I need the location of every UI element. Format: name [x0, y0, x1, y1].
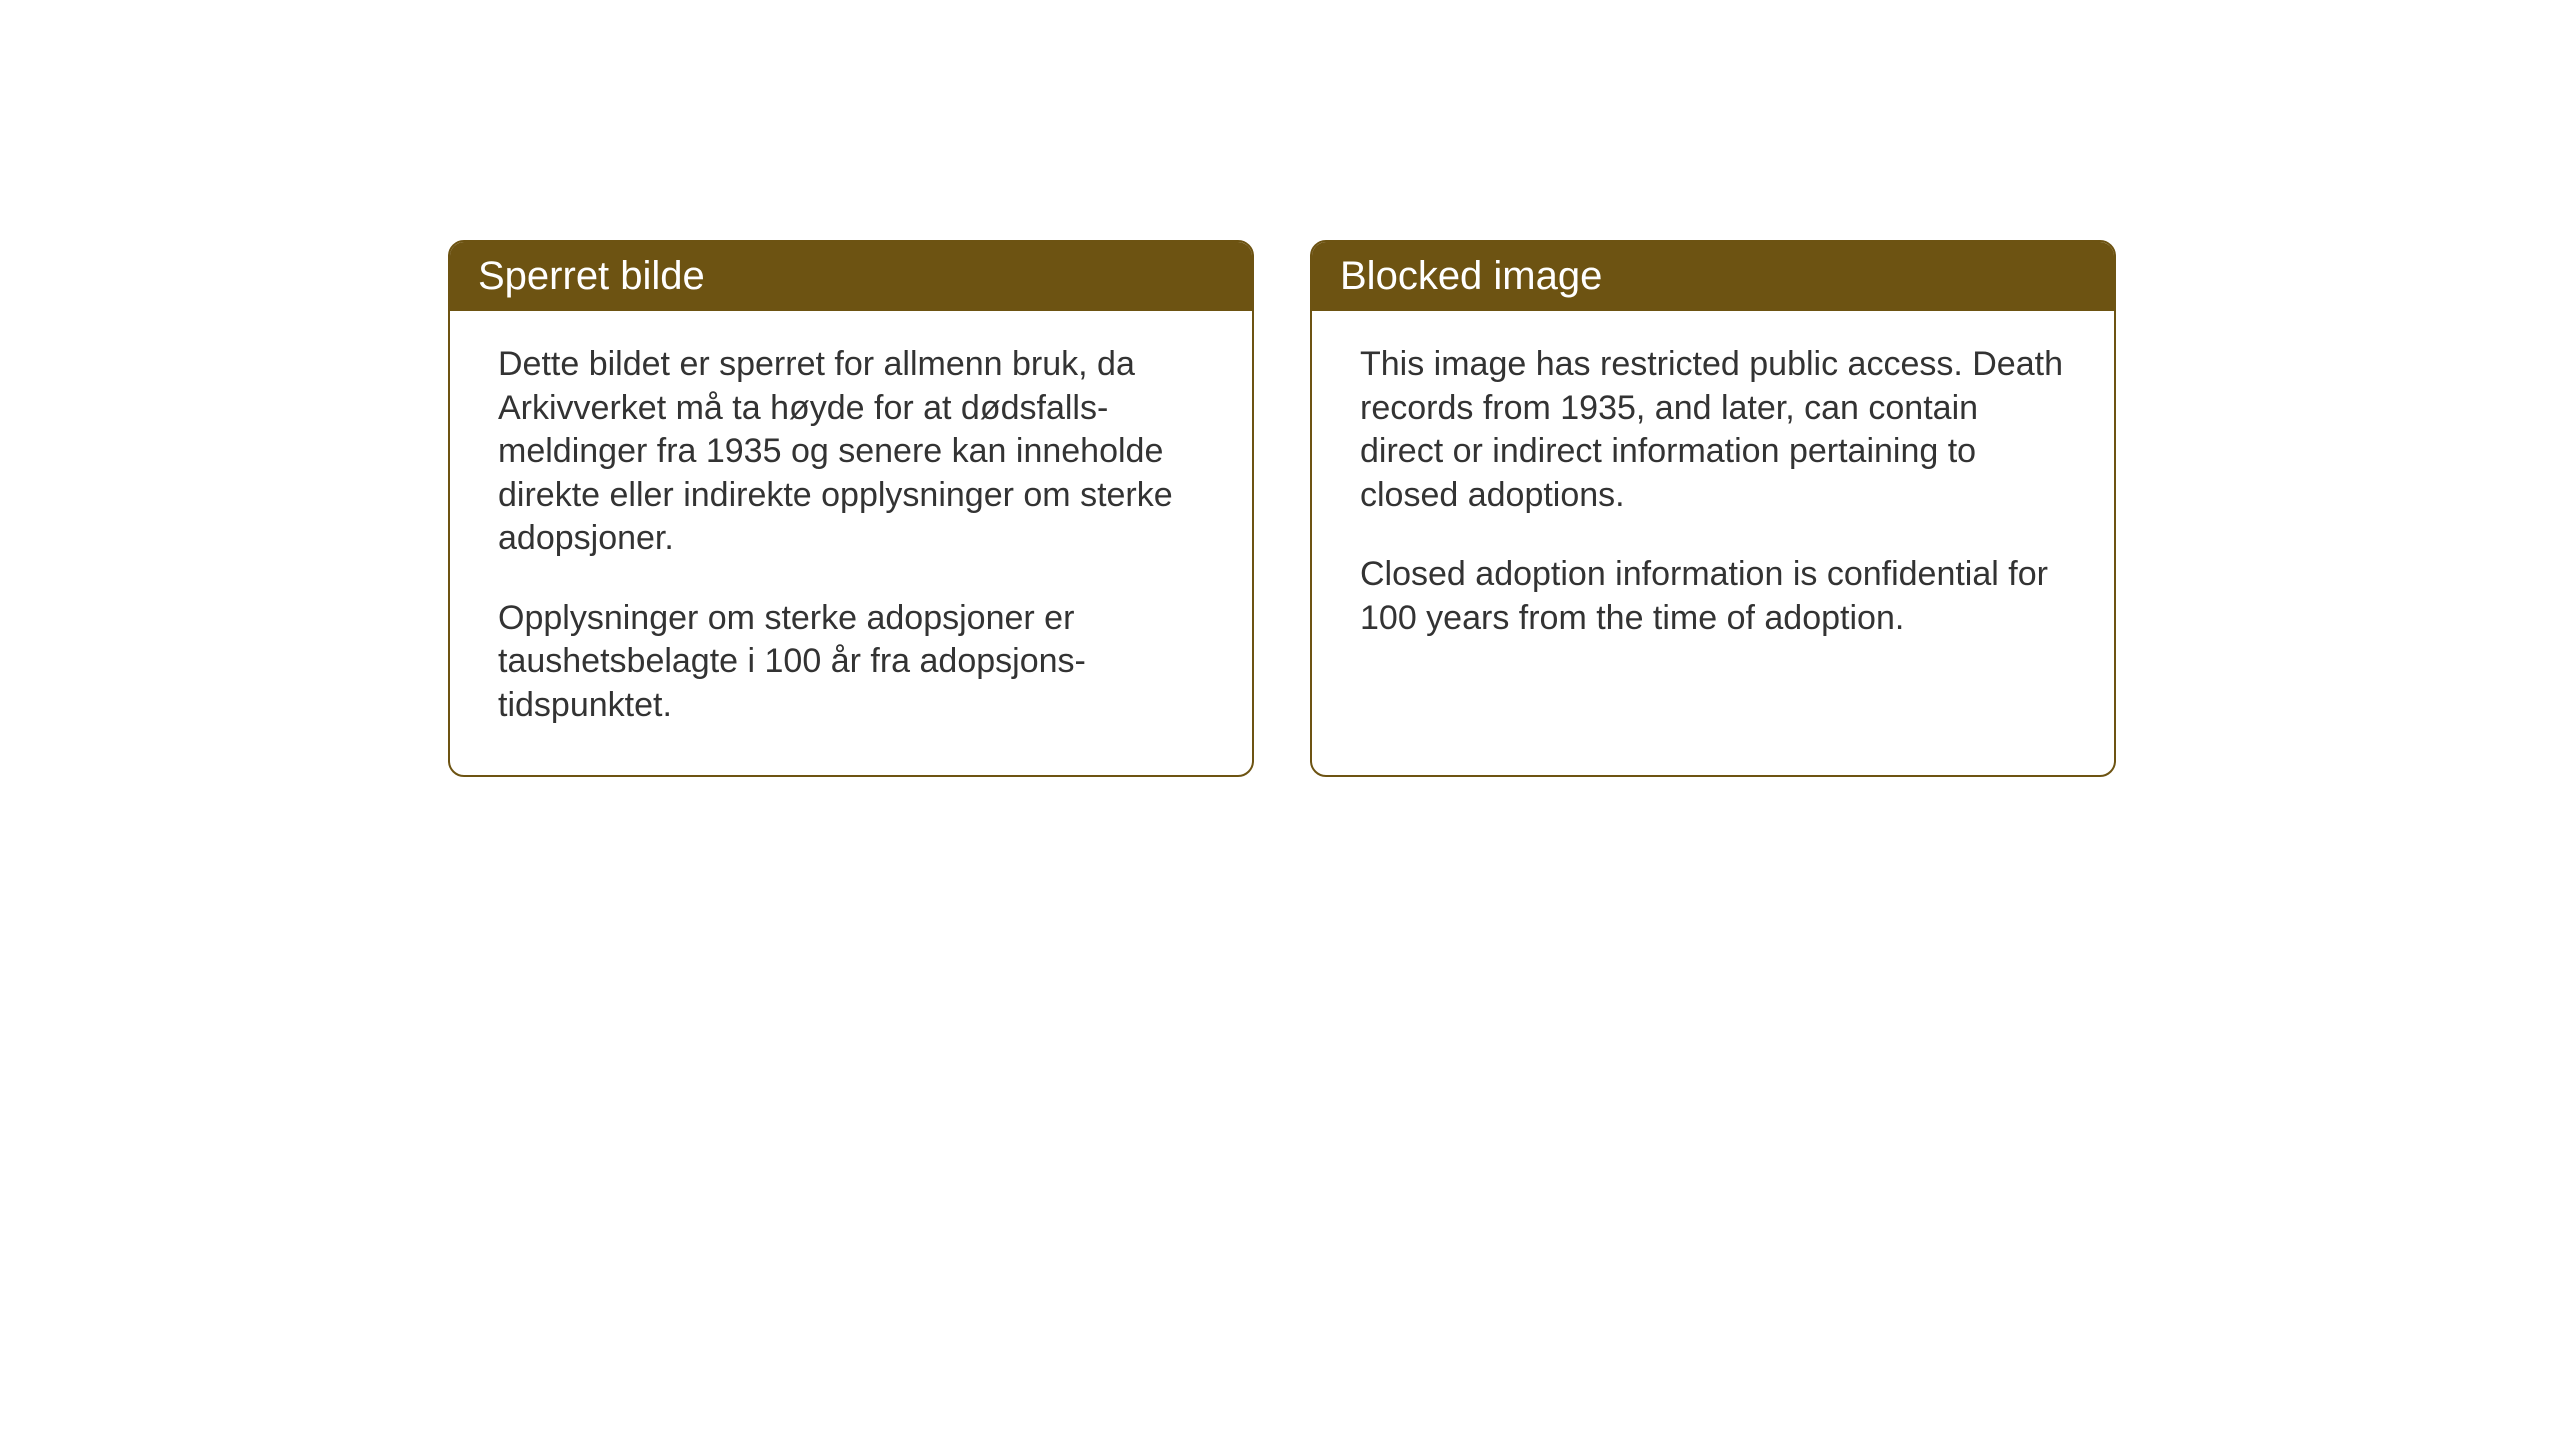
card-paragraph-2-english: Closed adoption information is confident… — [1360, 553, 2066, 640]
card-body-norwegian: Dette bildet er sperret for allmenn bruk… — [450, 311, 1252, 775]
card-title-english: Blocked image — [1340, 254, 1602, 298]
card-header-english: Blocked image — [1312, 242, 2114, 311]
card-paragraph-2-norwegian: Opplysninger om sterke adopsjoner er tau… — [498, 597, 1204, 728]
cards-container: Sperret bilde Dette bildet er sperret fo… — [448, 240, 2116, 777]
card-paragraph-1-english: This image has restricted public access.… — [1360, 343, 2066, 517]
card-english: Blocked image This image has restricted … — [1310, 240, 2116, 777]
card-body-english: This image has restricted public access.… — [1312, 311, 2114, 688]
card-header-norwegian: Sperret bilde — [450, 242, 1252, 311]
card-title-norwegian: Sperret bilde — [478, 254, 705, 298]
card-paragraph-1-norwegian: Dette bildet er sperret for allmenn bruk… — [498, 343, 1204, 561]
card-norwegian: Sperret bilde Dette bildet er sperret fo… — [448, 240, 1254, 777]
